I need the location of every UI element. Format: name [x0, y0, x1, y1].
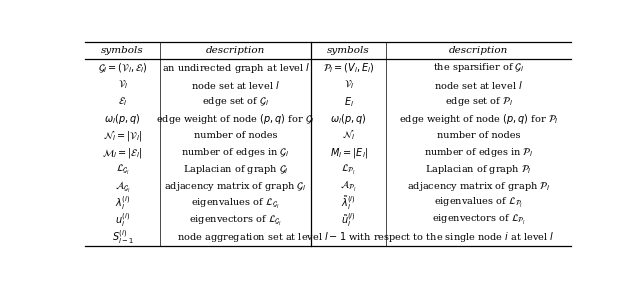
Text: $\omega_l(p, q)$: $\omega_l(p, q)$: [330, 112, 367, 126]
Text: eigenvectors of $\mathcal{L}_{\mathcal{G}_l}$: eigenvectors of $\mathcal{L}_{\mathcal{G…: [189, 213, 282, 227]
Text: $\mathcal{V}_l$: $\mathcal{V}_l$: [344, 78, 354, 91]
Text: edge weight of node $(p, q)$ for $\mathcal{P}_l$: edge weight of node $(p, q)$ for $\mathc…: [399, 112, 559, 126]
Text: edge weight of node $(p, q)$ for $\mathcal{G}_l$: edge weight of node $(p, q)$ for $\mathc…: [156, 112, 315, 126]
Text: $\lambda_l^{(i)}$: $\lambda_l^{(i)}$: [115, 194, 131, 212]
Text: adjacency matrix of graph $\mathcal{P}_l$: adjacency matrix of graph $\mathcal{P}_l…: [407, 180, 550, 193]
Text: description: description: [206, 46, 265, 55]
Text: $u_l^{(i)}$: $u_l^{(i)}$: [115, 211, 131, 229]
Text: $\mathcal{L}_{\mathcal{G}_l}$: $\mathcal{L}_{\mathcal{G}_l}$: [116, 162, 130, 176]
Text: edge set of $\mathcal{P}_l$: edge set of $\mathcal{P}_l$: [445, 95, 513, 108]
Text: number of edges in $\mathcal{G}_l$: number of edges in $\mathcal{G}_l$: [182, 146, 290, 159]
Text: $\mathcal{M}_l = |\mathcal{E}_l|$: $\mathcal{M}_l = |\mathcal{E}_l|$: [102, 146, 143, 160]
Text: $\mathcal{A}_{\mathcal{G}_l}$: $\mathcal{A}_{\mathcal{G}_l}$: [115, 179, 131, 194]
Text: Laplacian of graph $\mathcal{P}_l$: Laplacian of graph $\mathcal{P}_l$: [426, 163, 532, 176]
Text: $\mathcal{L}_{\mathcal{P}_l}$: $\mathcal{L}_{\mathcal{P}_l}$: [341, 162, 356, 176]
Text: adjacency matrix of graph $\mathcal{G}_l$: adjacency matrix of graph $\mathcal{G}_l…: [164, 180, 307, 193]
Text: description: description: [449, 46, 508, 55]
Text: number of edges in $\mathcal{P}_l$: number of edges in $\mathcal{P}_l$: [424, 146, 533, 159]
Text: symbols: symbols: [327, 46, 370, 55]
Text: symbols: symbols: [101, 46, 144, 55]
Text: an undirected graph at level $l$: an undirected graph at level $l$: [161, 61, 310, 75]
Text: node set at level $l$: node set at level $l$: [191, 79, 280, 91]
Text: $\mathcal{V}_l$: $\mathcal{V}_l$: [118, 78, 128, 91]
Text: eigenvalues of $\mathcal{L}_{\mathcal{G}_l}$: eigenvalues of $\mathcal{L}_{\mathcal{G}…: [191, 196, 280, 210]
Text: $\omega_l(p, q)$: $\omega_l(p, q)$: [104, 112, 141, 126]
Text: number of nodes: number of nodes: [437, 131, 520, 140]
Text: the sparsifier of $\mathcal{G}_l$: the sparsifier of $\mathcal{G}_l$: [433, 61, 524, 74]
Text: eigenvalues of $\mathcal{L}_{\mathcal{P}_l}$: eigenvalues of $\mathcal{L}_{\mathcal{P}…: [434, 196, 524, 210]
Text: $E_l$: $E_l$: [344, 95, 354, 108]
Text: $\mathcal{N}_l = |\mathcal{V}_l|$: $\mathcal{N}_l = |\mathcal{V}_l|$: [103, 129, 142, 142]
Text: $M_l = |E_l|$: $M_l = |E_l|$: [330, 146, 368, 160]
Text: edge set of $\mathcal{G}_l$: edge set of $\mathcal{G}_l$: [202, 95, 269, 108]
Text: $\mathcal{P}_l = (V_l, E_l)$: $\mathcal{P}_l = (V_l, E_l)$: [323, 61, 374, 74]
Text: Laplacian of graph $\mathcal{G}_l$: Laplacian of graph $\mathcal{G}_l$: [183, 163, 289, 176]
Text: eigenvectors of $\mathcal{L}_{\mathcal{P}_l}$: eigenvectors of $\mathcal{L}_{\mathcal{P…: [432, 213, 525, 227]
Text: $\mathcal{N}_l$: $\mathcal{N}_l$: [342, 129, 355, 142]
Text: $\mathcal{A}_{\mathcal{P}_l}$: $\mathcal{A}_{\mathcal{P}_l}$: [340, 179, 357, 194]
Text: $\tilde{\lambda}_l^{(i)}$: $\tilde{\lambda}_l^{(i)}$: [341, 194, 356, 212]
Text: node aggregation set at level $l-1$ with respect to the single node $i$ at level: node aggregation set at level $l-1$ with…: [177, 230, 554, 244]
Text: node set at level $l$: node set at level $l$: [434, 79, 523, 91]
Text: $\mathcal{G}_l = (\mathcal{V}_l, \mathcal{E}_l)$: $\mathcal{G}_l = (\mathcal{V}_l, \mathca…: [98, 61, 148, 74]
Text: number of nodes: number of nodes: [194, 131, 277, 140]
Text: $\mathcal{E}_l$: $\mathcal{E}_l$: [118, 95, 127, 108]
Text: $S_{l-1}^{(i)}$: $S_{l-1}^{(i)}$: [111, 228, 134, 246]
Text: $\tilde{u}_l^{(i)}$: $\tilde{u}_l^{(i)}$: [341, 211, 356, 229]
